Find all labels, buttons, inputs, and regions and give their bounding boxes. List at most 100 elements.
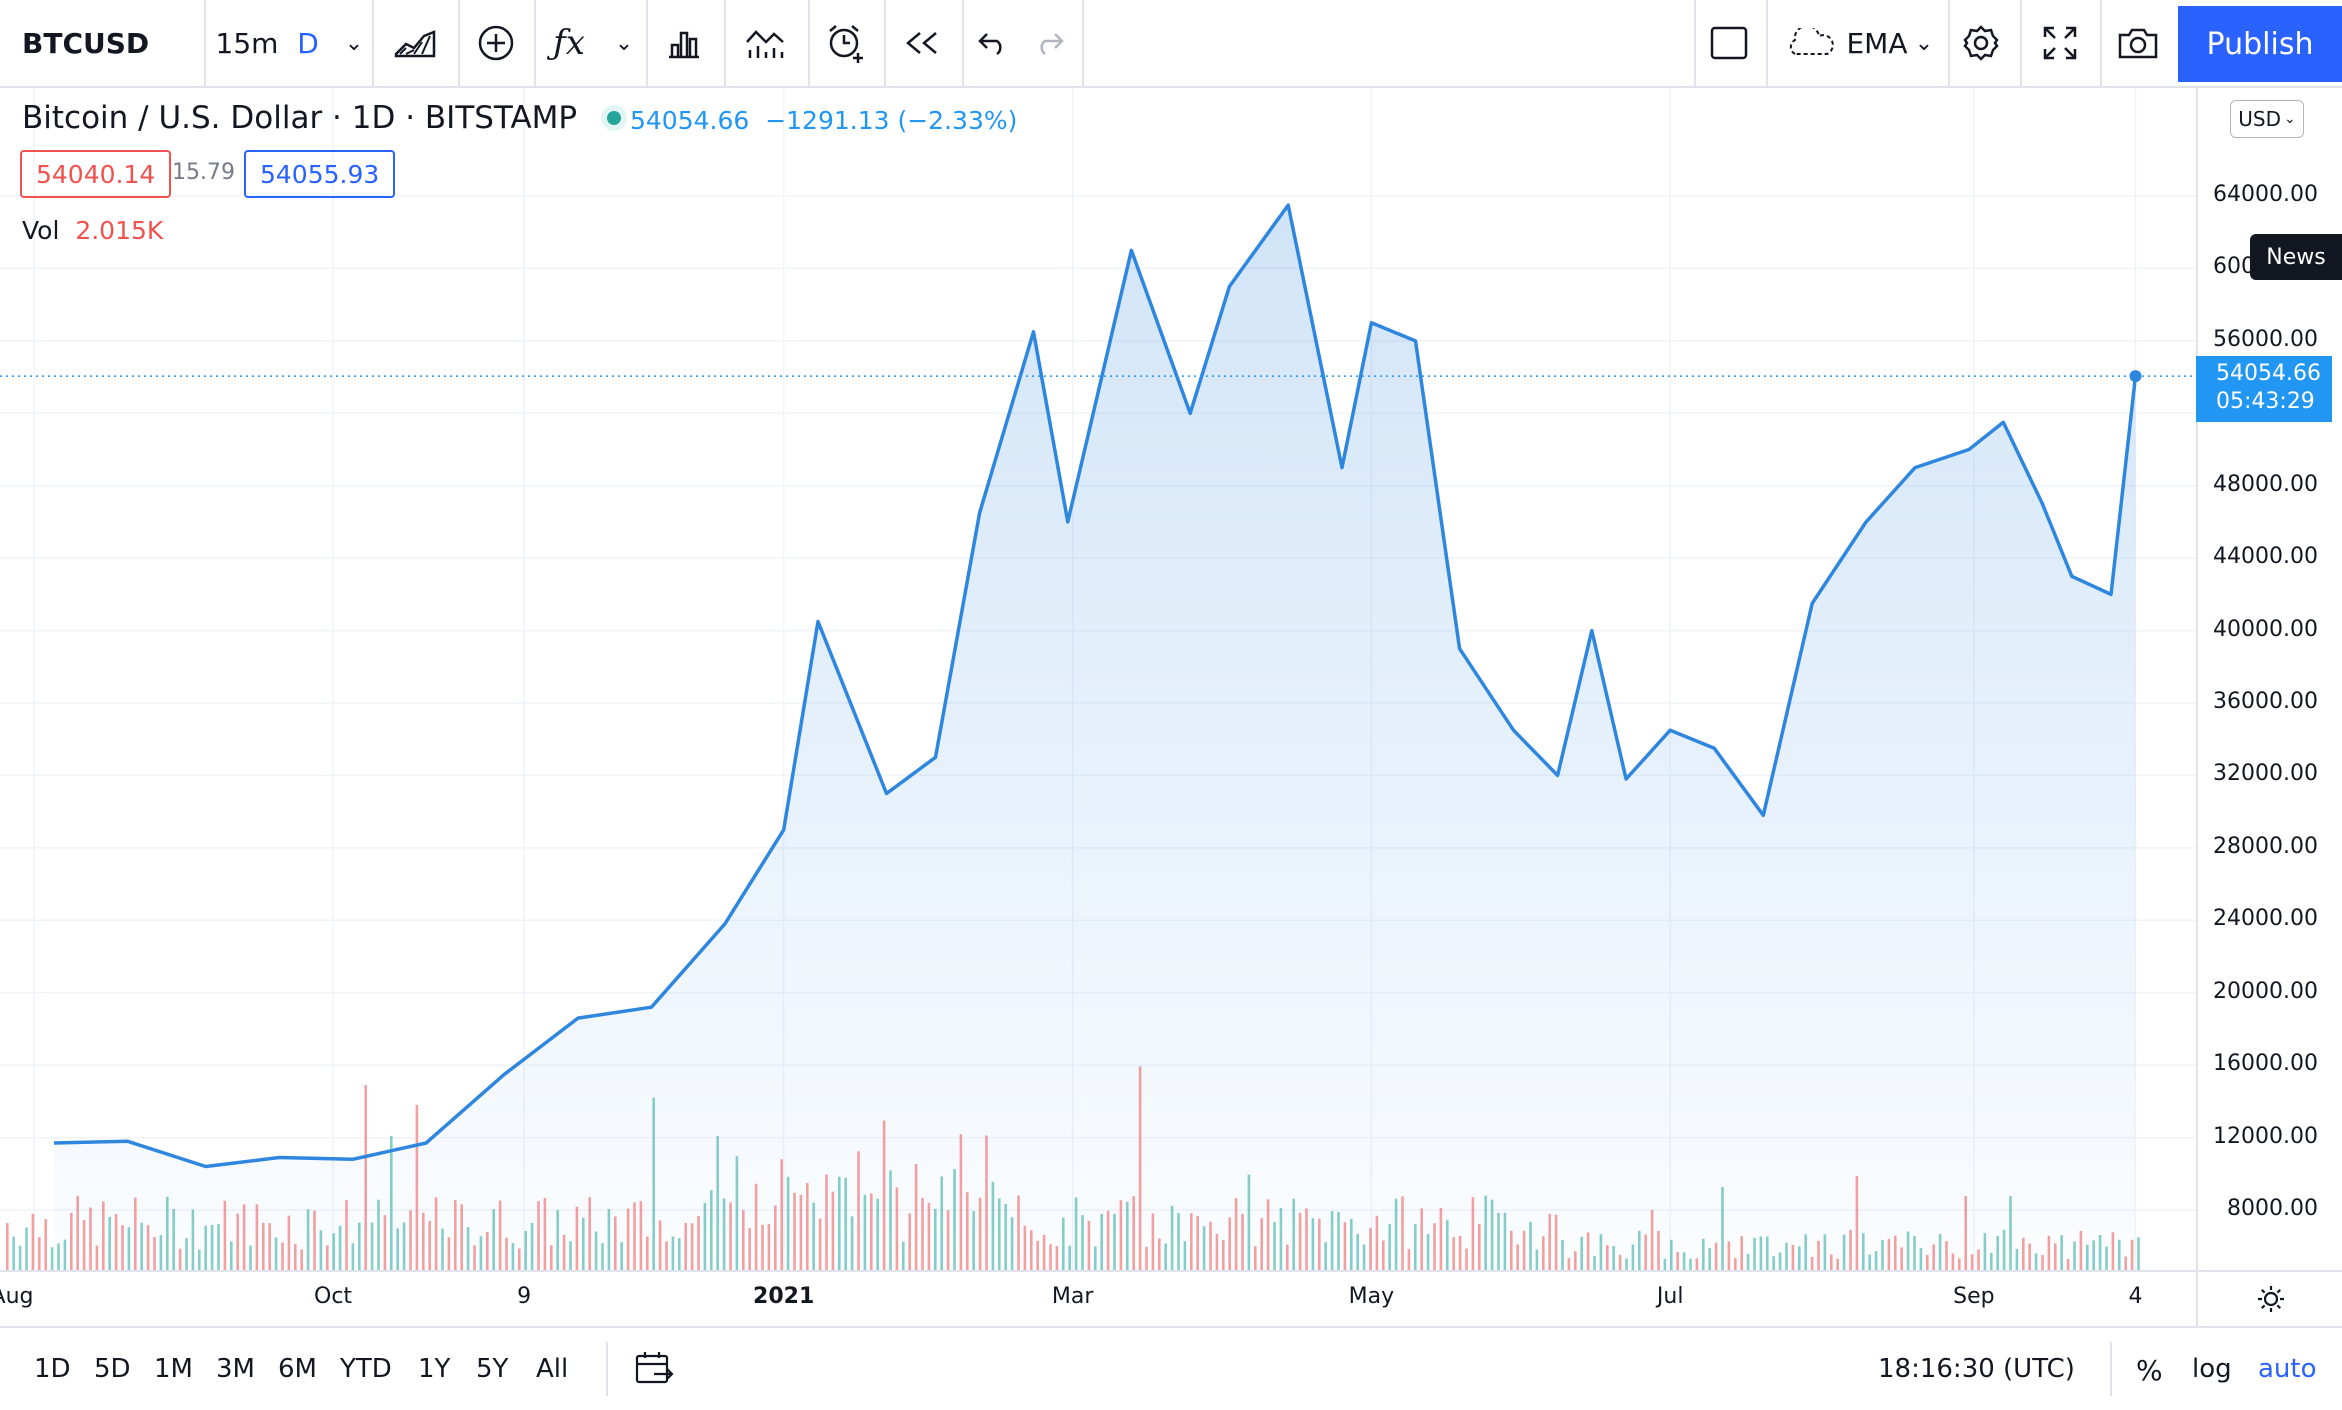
range-button-1y[interactable]: 1Y: [418, 1354, 450, 1384]
time-tick-label: May: [1349, 1284, 1394, 1309]
layout-select-icon[interactable]: [1702, 0, 1756, 86]
strategy-icon[interactable]: [732, 0, 798, 86]
market-status-icon: [607, 111, 621, 125]
toolbar-divider: [1694, 0, 1696, 86]
gear-icon[interactable]: [1956, 0, 2006, 86]
toolbar-divider: [2020, 0, 2022, 86]
log-scale-button[interactable]: log: [2192, 1354, 2232, 1384]
price-tick-label: 16000.00: [2213, 1051, 2318, 1076]
range-button-1m[interactable]: 1M: [154, 1354, 193, 1384]
interval-type[interactable]: D: [288, 0, 328, 86]
volume-bar: [19, 1246, 22, 1270]
range-button-5d[interactable]: 5D: [94, 1354, 131, 1384]
toolbar-divider: [962, 0, 964, 86]
currency-label: USD: [2238, 107, 2281, 131]
toolbar-divider: [1082, 0, 1084, 86]
last-price-axis-label: 54054.66 05:43:29: [2196, 356, 2332, 422]
currency-button[interactable]: USD ⌄: [2230, 100, 2304, 138]
toolbar-divider: [458, 0, 460, 86]
toolbar-divider: [1766, 0, 1768, 86]
last-price-dot: [2130, 370, 2142, 382]
replay-icon[interactable]: [892, 0, 952, 86]
volume-legend[interactable]: Vol 2.015K: [22, 216, 163, 245]
toolbar-divider: [606, 1342, 608, 1396]
chevron-down-icon: ⌄: [2284, 111, 2296, 127]
time-tick-label: Oct: [314, 1284, 352, 1309]
chart-pane[interactable]: [0, 88, 2196, 1270]
sun-icon[interactable]: [2256, 1284, 2286, 1314]
publish-button[interactable]: Publish: [2178, 6, 2342, 82]
price-tick-label: 28000.00: [2213, 834, 2318, 859]
fullscreen-icon[interactable]: [2030, 0, 2090, 86]
alert-clock-icon[interactable]: [816, 0, 876, 86]
top-toolbar: BTCUSD 15m D ⌄ ƒx ⌄ EMA ⌄: [0, 0, 2342, 88]
volume-label: Vol: [22, 216, 59, 245]
time-tick-label: 4: [2129, 1284, 2143, 1309]
time-tick-label: Sep: [1953, 1284, 1994, 1309]
chevron-down-icon[interactable]: ⌄: [336, 0, 372, 86]
spread-value: 15.79: [158, 150, 249, 194]
last-price-axis-value: 54054.66: [2216, 360, 2332, 388]
go-to-date-icon[interactable]: [634, 1350, 674, 1390]
price-tick-label: 8000.00: [2227, 1196, 2318, 1221]
time-axis[interactable]: Aug Oct 9 2021 Mar May Jul Sep 4: [0, 1270, 2196, 1326]
chevron-down-icon[interactable]: ⌄: [1906, 0, 1942, 86]
volume-bar: [51, 1247, 54, 1270]
undo-icon[interactable]: [970, 0, 1016, 86]
price-tick-label: 20000.00: [2213, 979, 2318, 1004]
volume-value: 2.015K: [75, 216, 163, 245]
last-price: 54054.66: [630, 106, 749, 135]
price-tick-label: 56000.00: [2213, 327, 2318, 352]
news-button[interactable]: News: [2250, 234, 2342, 280]
indicators-icon[interactable]: ƒx: [544, 0, 594, 86]
volume-bar: [44, 1219, 47, 1270]
toolbar-divider: [724, 0, 726, 86]
chevron-down-icon[interactable]: ⌄: [606, 0, 642, 86]
compare-add-icon[interactable]: [466, 0, 526, 86]
price-tick-label: 40000.00: [2213, 617, 2318, 642]
percent-scale-button[interactable]: %: [2136, 1354, 2163, 1387]
indicator-template-name[interactable]: EMA: [1842, 0, 1912, 86]
time-tick-label: Mar: [1052, 1284, 1094, 1309]
range-button-6m[interactable]: 6M: [278, 1354, 317, 1384]
time-tick-label: Aug: [0, 1284, 33, 1309]
toolbar-divider: [884, 0, 886, 86]
range-button-ytd[interactable]: YTD: [340, 1354, 392, 1384]
toolbar-divider: [808, 0, 810, 86]
cloud-icon[interactable]: [1780, 0, 1840, 86]
toolbar-divider: [204, 0, 206, 86]
time-tick-label: 2021: [753, 1284, 814, 1309]
bar-countdown: 05:43:29: [2216, 388, 2332, 416]
bid-price-box[interactable]: 54040.14: [20, 150, 171, 198]
toolbar-divider: [1948, 0, 1950, 86]
bottom-toolbar: 1D 5D 1M 3M 6M YTD 1Y 5Y All 18:16:30 (UTC) % lo…: [0, 1326, 2342, 1410]
price-tick-label: 64000.00: [2213, 182, 2318, 207]
volume-bar: [6, 1223, 9, 1270]
toolbar-divider: [2110, 1342, 2112, 1396]
toolbar-divider: [646, 0, 648, 86]
symbol-search[interactable]: BTCUSD: [22, 0, 132, 86]
utc-clock[interactable]: 18:16:30 (UTC): [1878, 1354, 2075, 1384]
range-button-1d[interactable]: 1D: [34, 1354, 71, 1384]
toolbar-divider: [2100, 0, 2102, 86]
symbol-description: Bitcoin / U.S. Dollar · 1D · BITSTAMP: [22, 100, 577, 136]
redo-icon[interactable]: [1026, 0, 1072, 86]
time-tick-label: 9: [517, 1284, 531, 1309]
ask-price-box[interactable]: 54055.93: [244, 150, 395, 198]
volume-bar: [38, 1237, 41, 1270]
axis-settings[interactable]: [2196, 1270, 2342, 1326]
price-tick-label: 24000.00: [2213, 906, 2318, 931]
templates-icon[interactable]: [654, 0, 714, 86]
legend-title[interactable]: Bitcoin / U.S. Dollar · 1D · BITSTAMP: [22, 100, 643, 136]
price-chart[interactable]: [0, 88, 2196, 1270]
volume-bar: [2137, 1237, 2140, 1270]
range-button-all[interactable]: All: [536, 1354, 568, 1384]
price-tick-label: 32000.00: [2213, 761, 2318, 786]
chart-type-icon[interactable]: [380, 0, 450, 86]
price-change: −1291.13 (−2.33%): [765, 106, 1017, 135]
auto-scale-button[interactable]: auto: [2258, 1354, 2317, 1384]
camera-icon[interactable]: [2108, 0, 2168, 86]
interval-selector[interactable]: 15m: [212, 0, 282, 86]
range-button-3m[interactable]: 3M: [216, 1354, 255, 1384]
range-button-5y[interactable]: 5Y: [476, 1354, 508, 1384]
